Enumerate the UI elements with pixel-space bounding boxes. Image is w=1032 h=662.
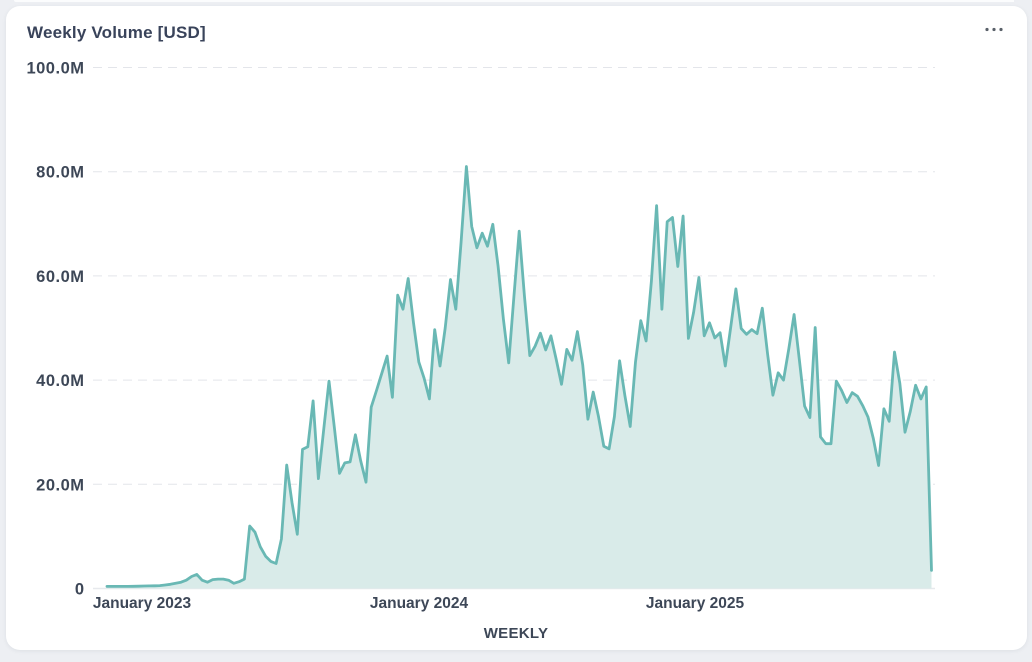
svg-text:40.0M: 40.0M bbox=[36, 372, 84, 390]
svg-text:100.0M: 100.0M bbox=[26, 60, 84, 78]
svg-text:20.0M: 20.0M bbox=[36, 476, 84, 494]
svg-text:80.0M: 80.0M bbox=[36, 164, 84, 182]
svg-text:January 2023: January 2023 bbox=[93, 595, 192, 612]
svg-text:60.0M: 60.0M bbox=[36, 268, 84, 286]
svg-text:January 2025: January 2025 bbox=[646, 595, 745, 612]
svg-text:WEEKLY: WEEKLY bbox=[484, 625, 549, 642]
svg-text:0: 0 bbox=[75, 581, 85, 599]
svg-text:January 2024: January 2024 bbox=[370, 595, 469, 612]
